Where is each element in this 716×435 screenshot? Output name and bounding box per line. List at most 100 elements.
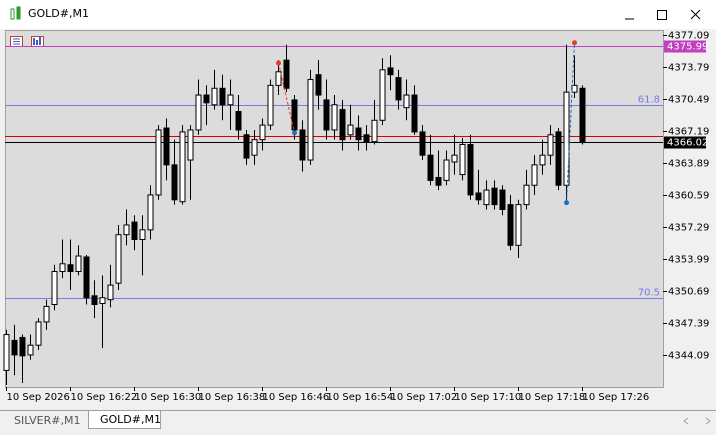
y-tick-label: 4350.69 — [668, 287, 709, 298]
y-tick-label: 4370.49 — [668, 95, 709, 106]
candle-body — [155, 129, 162, 196]
chart: 4377.09 4373.79 4370.49 4367.19 4363.89 4360.… — [3, 31, 709, 403]
candle-body — [291, 99, 298, 131]
x-tick-label: 10 Sep 17:02 — [391, 392, 458, 403]
y-tick-label: 4363.89 — [668, 159, 709, 170]
candle-body — [251, 139, 258, 156]
candle-body — [195, 94, 202, 131]
candle-body — [283, 59, 290, 89]
candle-body — [475, 192, 482, 201]
trade-path — [566, 42, 575, 203]
active-tab[interactable] — [88, 410, 161, 429]
trade-marker — [292, 130, 297, 136]
candle-body — [179, 131, 186, 203]
candle-body — [387, 67, 394, 76]
candle-body — [323, 99, 330, 131]
candle-body — [187, 129, 194, 161]
trade-path — [278, 62, 295, 133]
candle-body — [219, 87, 226, 106]
trade-marker — [564, 200, 569, 206]
candle-body — [563, 91, 570, 186]
candle-body — [83, 256, 90, 299]
y-tick-label: 4344.09 — [668, 351, 709, 362]
x-tick-label: 10 Sep 17:18 — [519, 392, 586, 403]
x-tick-label: 10 Sep 17:10 — [455, 392, 522, 403]
candle-body — [451, 154, 458, 163]
candle-body — [363, 134, 370, 143]
maximize-button[interactable] — [657, 10, 667, 20]
candle-body — [75, 255, 82, 273]
candle-body — [131, 221, 138, 241]
y-tick-label: 4353.99 — [668, 255, 709, 266]
candle-body — [339, 109, 346, 141]
candle-body — [331, 104, 338, 131]
candle-body — [99, 297, 106, 305]
y-tick-label: 4373.79 — [668, 63, 709, 74]
y-tick-label: 4377.09 — [668, 31, 709, 42]
candle-body — [243, 134, 250, 159]
candle-body — [147, 194, 154, 231]
close-button[interactable] — [690, 9, 701, 20]
candle-body — [11, 339, 18, 356]
candle-body — [59, 263, 66, 273]
candle-body — [19, 336, 26, 357]
x-tick-label: 10 Sep 16:38 — [199, 392, 266, 403]
x-tick-label: 10 Sep 16:22 — [71, 392, 138, 403]
scroll-right[interactable] — [705, 417, 711, 425]
candle-body — [435, 176, 442, 186]
scroll-left[interactable] — [683, 417, 689, 425]
candle-body — [371, 119, 378, 143]
candle-body — [347, 124, 354, 136]
candle-body — [499, 189, 506, 210]
candle-body — [43, 305, 50, 323]
candle-body — [91, 295, 98, 305]
candle-body — [443, 159, 450, 181]
candle-body — [539, 154, 546, 166]
trade-marker — [276, 60, 281, 66]
candle-body — [571, 84, 578, 93]
price-label-box — [664, 40, 706, 53]
candle-body — [379, 69, 386, 121]
candle-body — [547, 134, 554, 156]
x-tick-label: 10 Sep 16:54 — [327, 392, 394, 403]
plot-area — [5, 30, 664, 388]
x-tick-label: 10 Sep 17:26 — [583, 392, 650, 403]
tab[interactable]: SILVER#,M1 — [14, 414, 80, 427]
candle-body — [531, 164, 538, 186]
candle-body — [395, 77, 402, 101]
candle-body — [211, 87, 218, 106]
tab[interactable]: GOLD#,M1 — [100, 413, 161, 426]
trade-marker — [572, 40, 577, 46]
x-tick-label: 10 Sep 16:30 — [135, 392, 202, 403]
candle-body — [123, 224, 130, 236]
y-tick-label: 4357.29 — [668, 223, 709, 234]
candle-body — [307, 79, 314, 161]
level-label: 70.5 — [638, 288, 660, 299]
candle-body — [275, 71, 282, 86]
candle-body — [355, 127, 362, 141]
candle-body — [427, 154, 434, 181]
candle-body — [555, 131, 562, 186]
candle-body — [35, 321, 42, 346]
candle-body — [227, 94, 234, 106]
x-tick-label: 10 Sep 16:46 — [263, 392, 330, 403]
candle-body — [259, 124, 266, 141]
candle-body — [3, 334, 10, 371]
y-tick-label: 4347.39 — [668, 319, 709, 330]
candle-body — [299, 129, 306, 161]
candle-body — [203, 94, 210, 104]
candle-body — [483, 189, 490, 206]
candle-body — [459, 144, 466, 176]
price-label: 4375.99 — [667, 42, 708, 53]
candle-body — [467, 144, 474, 196]
window-title: GOLD#,M1 — [28, 7, 89, 20]
price-label-box — [664, 136, 706, 149]
candle-body — [403, 94, 410, 109]
y-tick-label: 4367.19 — [668, 127, 709, 138]
candle-body — [235, 111, 242, 131]
candle-body — [163, 127, 170, 166]
candle-body — [579, 87, 586, 144]
candle-body — [267, 84, 274, 126]
level-label: 61.8 — [638, 95, 660, 106]
